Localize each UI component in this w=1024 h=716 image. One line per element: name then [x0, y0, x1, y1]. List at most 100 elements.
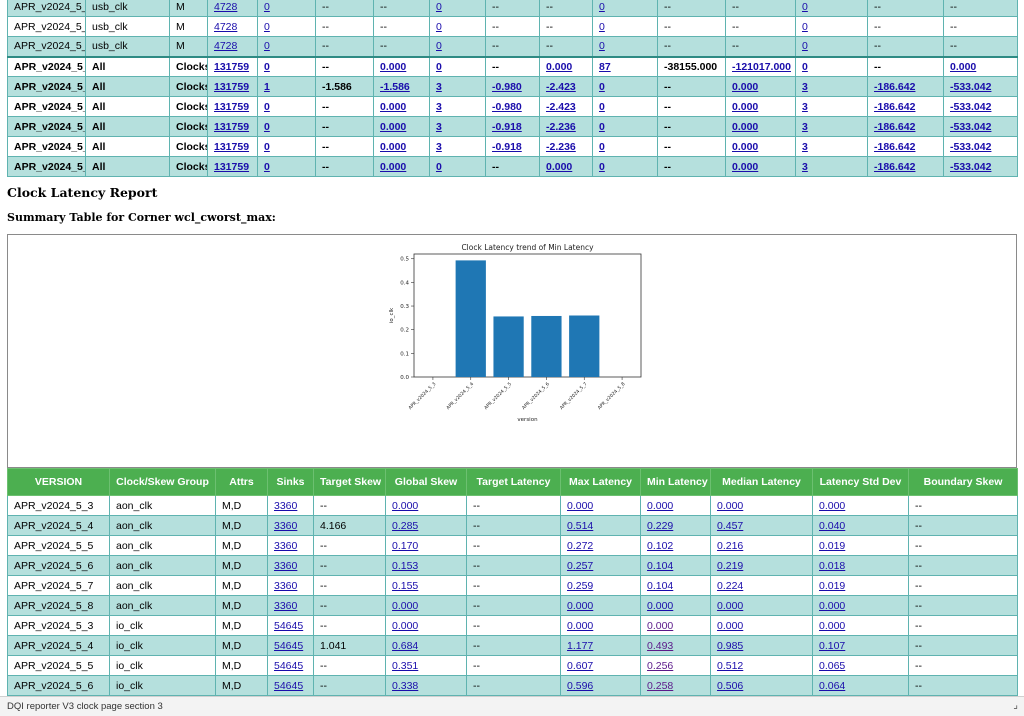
cell-link[interactable]: 0: [802, 40, 808, 53]
cell-link[interactable]: -2.423: [546, 80, 576, 93]
cell-link[interactable]: 0.000: [546, 60, 573, 73]
cell-link[interactable]: 0: [436, 0, 442, 13]
cell-link[interactable]: 0: [599, 140, 605, 153]
column-header[interactable]: Target Latency: [466, 468, 561, 496]
cell-link[interactable]: -1.586: [380, 80, 410, 93]
column-header[interactable]: Attrs: [215, 468, 268, 496]
cell-link[interactable]: 0.259: [567, 579, 594, 592]
cell-link[interactable]: -0.918: [492, 120, 522, 133]
cell-link[interactable]: 0: [599, 0, 605, 13]
resize-icon[interactable]: ⌟: [1013, 700, 1018, 711]
cell-link[interactable]: 0.000: [950, 60, 977, 73]
cell-link[interactable]: 0.285: [392, 519, 419, 532]
cell-link[interactable]: 131759: [214, 60, 250, 73]
cell-link[interactable]: 0: [599, 80, 605, 93]
cell-link[interactable]: -533.042: [950, 140, 992, 153]
cell-link[interactable]: 131759: [214, 100, 250, 113]
cell-link[interactable]: 0.607: [567, 659, 594, 672]
cell-link[interactable]: 0: [264, 60, 270, 73]
cell-link[interactable]: 0.257: [567, 559, 594, 572]
cell-link[interactable]: -186.642: [874, 160, 916, 173]
cell-link[interactable]: 0: [264, 160, 270, 173]
cell-link[interactable]: -2.423: [546, 100, 576, 113]
cell-link[interactable]: -0.980: [492, 80, 522, 93]
cell-link[interactable]: 0.256: [647, 659, 674, 672]
cell-link[interactable]: 0: [264, 100, 270, 113]
cell-link[interactable]: 0.000: [732, 80, 759, 93]
cell-link[interactable]: 0: [264, 120, 270, 133]
cell-link[interactable]: 0.512: [717, 659, 744, 672]
cell-link[interactable]: 0: [436, 40, 442, 53]
cell-link[interactable]: -0.980: [492, 100, 522, 113]
column-header[interactable]: Global Skew: [385, 468, 467, 496]
cell-link[interactable]: 0: [599, 20, 605, 33]
cell-link[interactable]: 0.514: [567, 519, 594, 532]
cell-link[interactable]: 0: [802, 60, 808, 73]
cell-link[interactable]: -186.642: [874, 120, 916, 133]
cell-link[interactable]: 0.000: [717, 619, 744, 632]
cell-link[interactable]: 0.272: [567, 539, 594, 552]
cell-link[interactable]: 131759: [214, 160, 250, 173]
cell-link[interactable]: 0.000: [546, 160, 573, 173]
cell-link[interactable]: -2.236: [546, 140, 576, 153]
cell-link[interactable]: 0.000: [819, 599, 846, 612]
cell-link[interactable]: 0.216: [717, 539, 744, 552]
cell-link[interactable]: -533.042: [950, 160, 992, 173]
cell-link[interactable]: 3: [802, 120, 808, 133]
cell-link[interactable]: 3: [802, 160, 808, 173]
cell-link[interactable]: 1.177: [567, 639, 594, 652]
cell-link[interactable]: 0.351: [392, 659, 419, 672]
column-header[interactable]: Max Latency: [560, 468, 641, 496]
cell-link[interactable]: 0: [264, 20, 270, 33]
cell-link[interactable]: 0: [264, 0, 270, 13]
cell-link[interactable]: 3: [436, 140, 442, 153]
cell-link[interactable]: 54645: [274, 679, 304, 692]
cell-link[interactable]: 0.000: [819, 499, 846, 512]
cell-link[interactable]: 0.000: [567, 499, 594, 512]
cell-link[interactable]: 0.000: [380, 160, 407, 173]
cell-link[interactable]: 87: [599, 60, 611, 73]
cell-link[interactable]: 54645: [274, 619, 304, 632]
cell-link[interactable]: 0: [802, 20, 808, 33]
cell-link[interactable]: 54645: [274, 639, 304, 652]
cell-link[interactable]: 0: [599, 40, 605, 53]
cell-link[interactable]: -533.042: [950, 80, 992, 93]
column-header[interactable]: Boundary Skew: [908, 468, 1018, 496]
cell-link[interactable]: 0.000: [647, 499, 674, 512]
cell-link[interactable]: 3: [436, 120, 442, 133]
cell-link[interactable]: 0.000: [717, 599, 744, 612]
cell-link[interactable]: 3360: [274, 539, 298, 552]
cell-link[interactable]: 0.104: [647, 559, 674, 572]
cell-link[interactable]: 0.000: [392, 599, 419, 612]
cell-link[interactable]: 3360: [274, 499, 298, 512]
column-header[interactable]: Target Skew: [313, 468, 386, 496]
cell-link[interactable]: 131759: [214, 140, 250, 153]
cell-link[interactable]: 0.102: [647, 539, 674, 552]
cell-link[interactable]: 0: [436, 60, 442, 73]
cell-link[interactable]: 0.000: [380, 60, 407, 73]
cell-link[interactable]: 0.170: [392, 539, 419, 552]
cell-link[interactable]: 0.065: [819, 659, 846, 672]
cell-link[interactable]: 4728: [214, 20, 238, 33]
cell-link[interactable]: 0.000: [567, 619, 594, 632]
cell-link[interactable]: 0.019: [819, 579, 846, 592]
cell-link[interactable]: 0: [599, 100, 605, 113]
cell-link[interactable]: 0.000: [647, 619, 674, 632]
cell-link[interactable]: 3: [802, 100, 808, 113]
column-header[interactable]: Clock/Skew Group: [109, 468, 216, 496]
cell-link[interactable]: 3360: [274, 599, 298, 612]
cell-link[interactable]: 0.684: [392, 639, 419, 652]
cell-link[interactable]: 0.000: [647, 599, 674, 612]
cell-link[interactable]: 0: [436, 20, 442, 33]
column-header[interactable]: Sinks: [267, 468, 314, 496]
cell-link[interactable]: 1: [264, 80, 270, 93]
cell-link[interactable]: 0.229: [647, 519, 674, 532]
cell-link[interactable]: 0.224: [717, 579, 744, 592]
cell-link[interactable]: 0: [599, 120, 605, 133]
cell-link[interactable]: -121017.000: [732, 60, 791, 73]
cell-link[interactable]: 0.000: [392, 619, 419, 632]
column-header[interactable]: Median Latency: [710, 468, 813, 496]
cell-link[interactable]: -186.642: [874, 80, 916, 93]
cell-link[interactable]: 0.000: [732, 160, 759, 173]
cell-link[interactable]: 131759: [214, 80, 250, 93]
